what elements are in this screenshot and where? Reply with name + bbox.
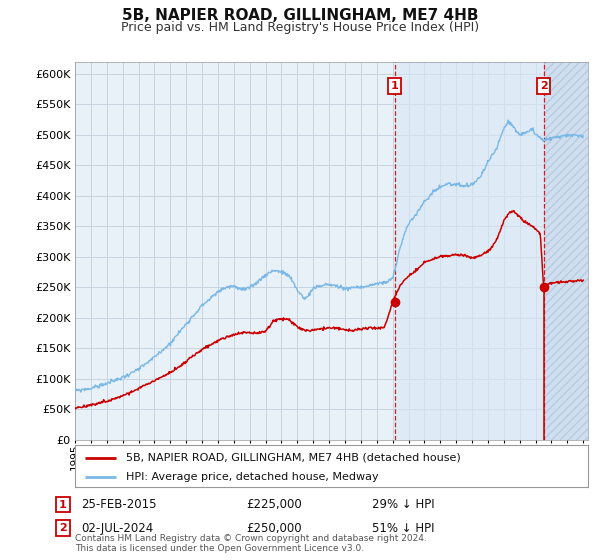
Text: 5B, NAPIER ROAD, GILLINGHAM, ME7 4HB: 5B, NAPIER ROAD, GILLINGHAM, ME7 4HB: [122, 8, 478, 24]
Text: £250,000: £250,000: [246, 521, 302, 535]
Bar: [395, 62, 544, 440]
Text: £225,000: £225,000: [246, 498, 302, 511]
Text: HPI: Average price, detached house, Medway: HPI: Average price, detached house, Medw…: [127, 472, 379, 482]
Text: 1: 1: [59, 500, 67, 510]
Text: Price paid vs. HM Land Registry's House Price Index (HPI): Price paid vs. HM Land Registry's House …: [121, 21, 479, 34]
Text: 2: 2: [539, 81, 547, 91]
Text: 02-JUL-2024: 02-JUL-2024: [81, 521, 153, 535]
Text: 29% ↓ HPI: 29% ↓ HPI: [372, 498, 434, 511]
Text: 1: 1: [391, 81, 398, 91]
Text: 5B, NAPIER ROAD, GILLINGHAM, ME7 4HB (detached house): 5B, NAPIER ROAD, GILLINGHAM, ME7 4HB (de…: [127, 453, 461, 463]
Text: 51% ↓ HPI: 51% ↓ HPI: [372, 521, 434, 535]
Bar: [544, 62, 588, 440]
Text: 2: 2: [59, 523, 67, 533]
Text: Contains HM Land Registry data © Crown copyright and database right 2024.
This d: Contains HM Land Registry data © Crown c…: [75, 534, 427, 553]
Text: 25-FEB-2015: 25-FEB-2015: [81, 498, 157, 511]
